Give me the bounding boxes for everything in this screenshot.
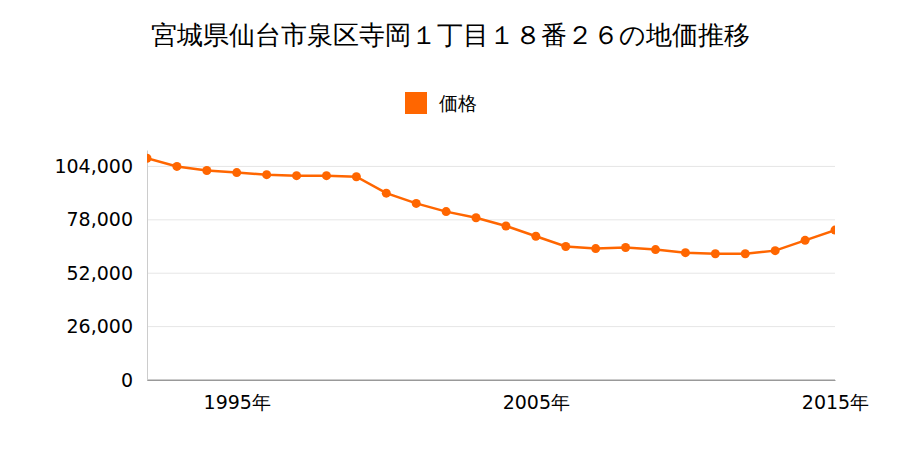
point [621, 243, 630, 252]
point [651, 245, 660, 254]
point [801, 236, 810, 245]
grid-line [147, 380, 835, 381]
x-tick-label: 1995年 [204, 391, 271, 413]
y-tick-label: 26,000 [67, 315, 133, 337]
point [382, 189, 391, 198]
grid-line [147, 326, 835, 327]
x-tick: 2015年 [802, 380, 869, 413]
y-tick: 26,000 [67, 315, 147, 337]
point [292, 171, 301, 180]
x-axis: 1995年 2005年 2015年 [148, 380, 870, 413]
grid-line [147, 166, 835, 167]
point [681, 248, 690, 257]
point [202, 166, 211, 175]
plot-area [147, 154, 835, 258]
line [147, 158, 835, 253]
point [831, 226, 836, 235]
point [591, 244, 600, 253]
point [147, 154, 152, 163]
point [232, 168, 241, 177]
grid [147, 166, 835, 380]
point [561, 242, 570, 251]
x-tick-label: 2005年 [503, 391, 570, 413]
point [442, 207, 451, 216]
x-tick-label: 2015年 [802, 391, 869, 413]
point [262, 170, 271, 179]
x-tick: 1995年 [204, 380, 271, 413]
x-axis-line [148, 380, 836, 381]
y-tick: 0 [121, 369, 147, 391]
y-axis: 0 26,000 52,000 78,000 104,000 [54, 151, 147, 391]
y-tick: 78,000 [67, 208, 147, 230]
grid-line [147, 273, 835, 274]
point [711, 249, 720, 258]
legend-swatch [405, 92, 427, 114]
point [531, 232, 540, 241]
legend: 価格 [405, 92, 477, 114]
point [172, 162, 181, 171]
point [741, 249, 750, 258]
point [412, 199, 421, 208]
y-tick-label: 78,000 [67, 208, 133, 230]
y-tick-label: 52,000 [67, 262, 133, 284]
x-tick: 2005年 [503, 380, 570, 413]
legend-label: 価格 [439, 92, 477, 114]
point [352, 172, 361, 181]
point [322, 171, 331, 180]
title: 宮城県仙台市泉区寺岡１丁目１８番２６の地価推移 [151, 20, 750, 50]
y-axis-line [147, 151, 148, 381]
grid-line [147, 219, 835, 220]
point [472, 213, 481, 222]
chart: 宮城県仙台市泉区寺岡１丁目１８番２６の地価推移価格 0 26,000 52,000 78… [0, 0, 900, 450]
y-tick: 52,000 [67, 262, 147, 284]
y-tick-label: 0 [121, 369, 133, 391]
y-tick-label: 104,000 [54, 155, 133, 177]
point [771, 246, 780, 255]
y-tick: 104,000 [54, 155, 147, 177]
point [501, 221, 510, 230]
